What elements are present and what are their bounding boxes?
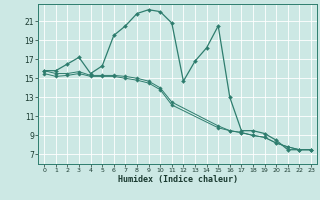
X-axis label: Humidex (Indice chaleur): Humidex (Indice chaleur) [118, 175, 238, 184]
